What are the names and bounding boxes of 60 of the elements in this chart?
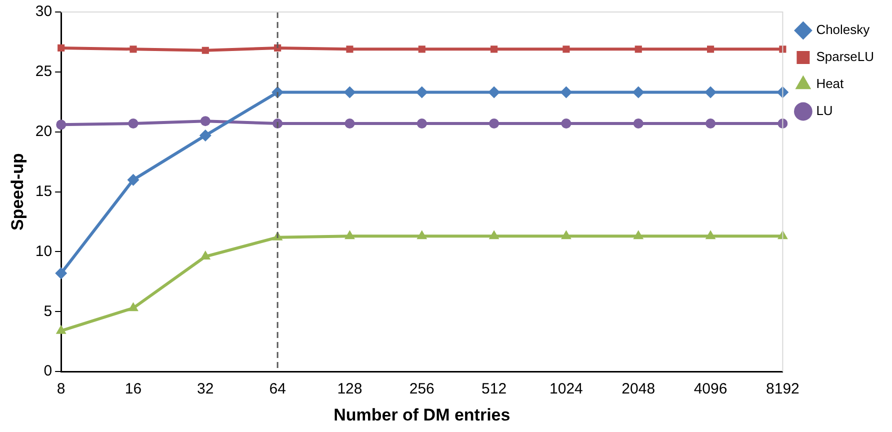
point (58, 44, 65, 52)
point (128, 118, 138, 128)
y-axis-title: Speed-up (8, 153, 27, 231)
y-tick-label: 20 (35, 123, 52, 140)
point (199, 129, 212, 142)
point (560, 86, 572, 98)
point (489, 118, 500, 128)
point (632, 86, 644, 98)
point (346, 46, 354, 53)
point (200, 116, 210, 126)
point (490, 46, 498, 53)
legend-label: SparseLU (816, 49, 874, 64)
point (633, 230, 644, 240)
x-tick-label: 16 (124, 380, 142, 398)
point (418, 46, 426, 53)
point (56, 324, 66, 334)
x-tick-label: 128 (337, 380, 362, 398)
point (706, 46, 714, 53)
point (705, 230, 716, 240)
y-tick-label: 5 (44, 302, 52, 320)
x-tick-label: 8192 (766, 380, 800, 398)
point (416, 230, 428, 240)
y-tick-label: 30 (35, 3, 52, 20)
point (128, 302, 138, 312)
x-tick-label: 1024 (550, 380, 583, 398)
point (202, 46, 209, 54)
point (488, 230, 500, 240)
point (55, 267, 68, 280)
legend-label: Heat (816, 76, 844, 92)
point (562, 46, 570, 53)
point (704, 86, 717, 98)
point (561, 118, 572, 128)
x-tick-label: 4096 (694, 380, 728, 398)
point (706, 118, 716, 128)
x-tick-label: 64 (269, 380, 286, 398)
y-tick-label: 0 (44, 362, 52, 380)
point (56, 120, 66, 130)
x-tick-label: 256 (409, 380, 434, 398)
y-tick-label: 25 (35, 63, 52, 80)
legend-label: LU (816, 103, 833, 118)
point (344, 86, 356, 98)
x-axis-title: Number of DM entries (334, 405, 510, 424)
x-tick-label: 32 (197, 380, 214, 398)
point (344, 118, 355, 128)
point (200, 250, 211, 260)
y-tick-label: 10 (35, 242, 52, 260)
point (127, 174, 140, 186)
x-tick-label: 8 (56, 380, 66, 398)
point (633, 118, 644, 128)
point (488, 86, 500, 98)
x-tick-label: 512 (482, 380, 507, 398)
point (416, 86, 428, 98)
point (634, 46, 642, 53)
y-tick-label: 15 (35, 182, 52, 200)
point (344, 230, 355, 240)
point (561, 230, 572, 240)
legend-label: Cholesky (816, 22, 870, 38)
point (130, 46, 137, 53)
x-tick-label: 2048 (622, 380, 656, 398)
point (416, 118, 427, 128)
